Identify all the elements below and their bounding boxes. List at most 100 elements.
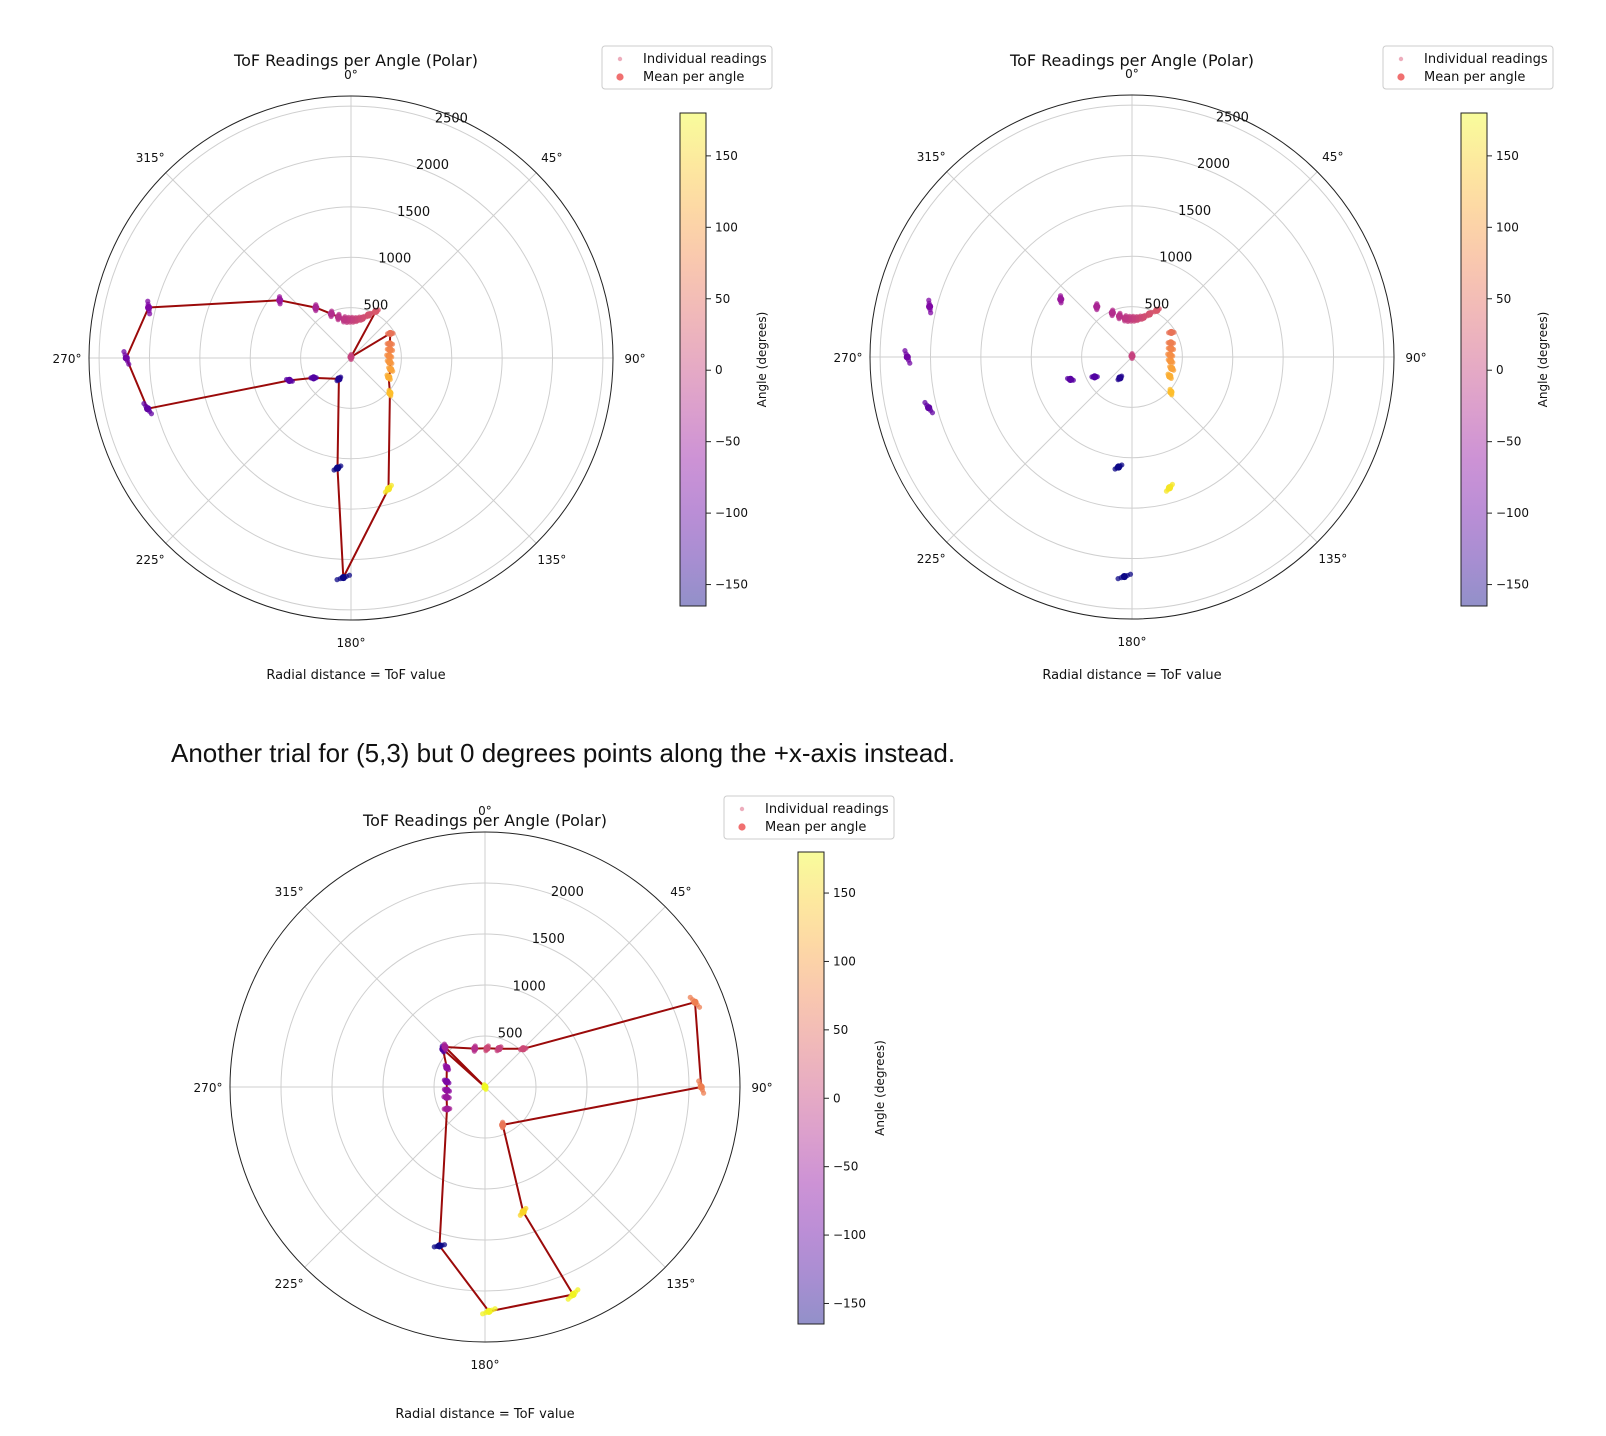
mean-point	[340, 315, 348, 323]
legend-box	[1382, 45, 1554, 90]
legend-individual-marker	[739, 806, 745, 812]
colorbar-tick-label: 100	[715, 220, 738, 234]
mean-point	[335, 375, 343, 383]
mean-point	[1167, 388, 1175, 396]
r-tick-label: 2000	[551, 885, 584, 900]
theta-tick-label: 135°	[537, 553, 566, 567]
mean-point	[1167, 345, 1175, 353]
data-points	[121, 294, 396, 583]
theta-tick-label: 45°	[541, 151, 562, 165]
theta-tick-label: 270°	[194, 1081, 223, 1095]
mean-point	[926, 302, 934, 311]
polar-frame	[229, 831, 741, 1343]
r-tick-label: 1000	[378, 252, 411, 267]
mean-point	[1168, 364, 1176, 372]
mean-point	[385, 358, 394, 366]
theta-tick-label: 0°	[1125, 67, 1139, 81]
mean-point	[1120, 572, 1128, 581]
legend-entry-label: Mean per angle	[765, 820, 866, 835]
theta-tick-label: 0°	[478, 804, 492, 818]
polar-frame	[869, 94, 1395, 620]
mean-point	[1057, 295, 1065, 303]
colorbar-tick-label: −50	[715, 435, 740, 449]
grid-spoke	[165, 172, 352, 359]
legend-entry-label: Mean per angle	[643, 70, 744, 85]
polar-grid	[88, 95, 614, 621]
r-tick-label: 500	[1144, 297, 1169, 312]
mean-point	[519, 1045, 527, 1053]
legend: Individual readings Mean per angle	[723, 795, 895, 840]
legend-mean-marker	[616, 73, 624, 81]
r-tick-label: 1500	[532, 932, 565, 947]
colorbar-tick-label: 100	[833, 954, 856, 968]
mean-point	[569, 1290, 577, 1299]
x-axis-label: Radial distance = ToF value	[1042, 668, 1221, 683]
mean-point	[442, 1093, 451, 1101]
mean-point	[1091, 373, 1099, 381]
colorbar: 150 100 50 0 −50 −100 −150 Angle (degrees)	[1460, 112, 1550, 607]
colorbar-gradient	[1460, 112, 1488, 607]
mean-point	[1167, 339, 1175, 347]
individual-reading-point	[121, 349, 127, 355]
mean-point	[144, 405, 152, 413]
mean-point	[499, 1121, 507, 1129]
theta-tick-label: 315°	[136, 151, 165, 165]
colorbar: 150 100 50 0 −50 −100 −150 Angle (degrees)	[679, 112, 769, 607]
mean-point	[471, 1044, 479, 1053]
colorbar-gradient	[797, 851, 825, 1325]
legend-box	[723, 795, 895, 840]
colorbar-label: Angle (degrees)	[1536, 312, 1550, 408]
chart-title: ToF Readings per Angle (Polar)	[362, 811, 607, 830]
theta-tick-label: 270°	[53, 352, 82, 366]
mean-point	[519, 1208, 527, 1216]
legend-individual-marker	[617, 56, 623, 62]
mean-point	[339, 573, 347, 582]
polar-tick-labels: 0° 45° 90° 135° 180° 225° 270° 315° 500 1000 1500 2…	[53, 68, 646, 650]
polar-grid	[869, 94, 1395, 620]
mean-point	[1166, 357, 1175, 365]
legend-entry-label: Mean per angle	[1424, 70, 1525, 85]
r-tick-label: 1500	[1178, 204, 1211, 219]
x-axis-label: Radial distance = ToF value	[266, 668, 445, 683]
colorbar-tick-label: 150	[1496, 149, 1519, 163]
theta-tick-label: 225°	[136, 553, 165, 567]
legend-mean-marker	[1397, 73, 1405, 81]
data-points	[431, 994, 707, 1317]
individual-reading-point	[902, 348, 908, 354]
colorbar-tick-label: −150	[715, 578, 748, 592]
chart-title: ToF Readings per Angle (Polar)	[233, 51, 478, 70]
polar-grid	[229, 831, 741, 1343]
mean-point	[312, 304, 320, 312]
mean-point	[1093, 303, 1101, 311]
legend-entry-label: Individual readings	[765, 802, 889, 817]
colorbar-tick-label: 100	[1496, 220, 1519, 234]
colorbar-tick-label: 50	[1496, 292, 1511, 306]
legend-entry-label: Individual readings	[1424, 52, 1548, 67]
mean-point	[387, 365, 395, 373]
theta-tick-label: 90°	[751, 1081, 772, 1095]
mean-point	[384, 485, 393, 493]
theta-tick-label: 0°	[344, 68, 358, 82]
colorbar-tick-label: 50	[715, 292, 730, 306]
mean-point	[925, 404, 933, 412]
mean-point	[691, 998, 699, 1006]
theta-tick-label: 225°	[275, 1277, 304, 1291]
colorbar-tick-label: −150	[1496, 578, 1529, 592]
grid-spoke	[165, 357, 352, 544]
mean-point	[386, 389, 394, 397]
colorbar-tick-label: −100	[715, 506, 748, 520]
individual-reading-point	[701, 1090, 707, 1096]
polar-chart-1: ToF Readings per Angle (Polar) 0° 45° 90° 1…	[53, 45, 773, 683]
r-tick-label: 2500	[435, 111, 468, 126]
mean-point	[310, 374, 318, 382]
colorbar-label: Angle (degrees)	[755, 312, 769, 408]
legend-entry-label: Individual readings	[643, 52, 767, 67]
mean-point	[1166, 372, 1174, 380]
data-points	[902, 293, 1177, 582]
mean-point	[276, 296, 284, 304]
individual-reading-point	[145, 298, 151, 304]
colorbar-tick-label: 0	[833, 1091, 841, 1105]
r-tick-label: 1000	[513, 979, 546, 994]
grid-spoke	[1131, 171, 1318, 358]
mean-point	[386, 346, 394, 354]
